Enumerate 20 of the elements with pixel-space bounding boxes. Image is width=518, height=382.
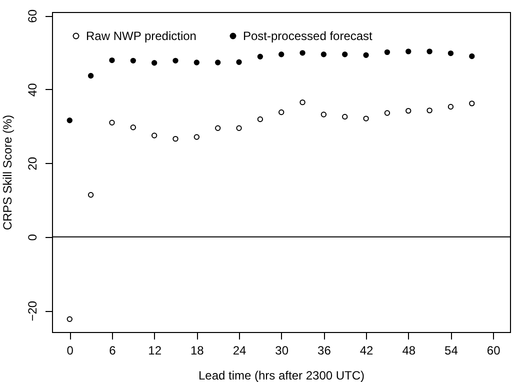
x-tick-label: 12 <box>148 344 162 358</box>
x-axis-title: Lead time (hrs after 2300 UTC) <box>198 368 365 382</box>
x-tick-label: 6 <box>109 344 116 358</box>
legend-label: Raw NWP prediction <box>86 29 196 43</box>
x-tick-label: 0 <box>66 344 74 358</box>
x-tick-label: 48 <box>402 344 416 358</box>
y-tick-label: 20 <box>26 156 40 170</box>
x-tick-label: 36 <box>318 344 332 358</box>
y-axis-title: CRPS Skill Score (%) <box>0 114 14 230</box>
y-tick-label: 60 <box>26 9 40 23</box>
x-tick-label: 42 <box>360 344 374 358</box>
x-tick-label: 54 <box>444 344 458 358</box>
y-tick-label: −20 <box>26 300 40 322</box>
x-tick-label: 24 <box>232 344 247 358</box>
y-tick-label: 0 <box>26 234 40 241</box>
x-tick-label: 60 <box>486 344 501 358</box>
legend-label: Post-processed forecast <box>243 29 374 43</box>
x-tick-label: 18 <box>190 344 204 358</box>
y-tick-label: 40 <box>26 82 40 97</box>
x-tick-label: 30 <box>275 344 289 358</box>
